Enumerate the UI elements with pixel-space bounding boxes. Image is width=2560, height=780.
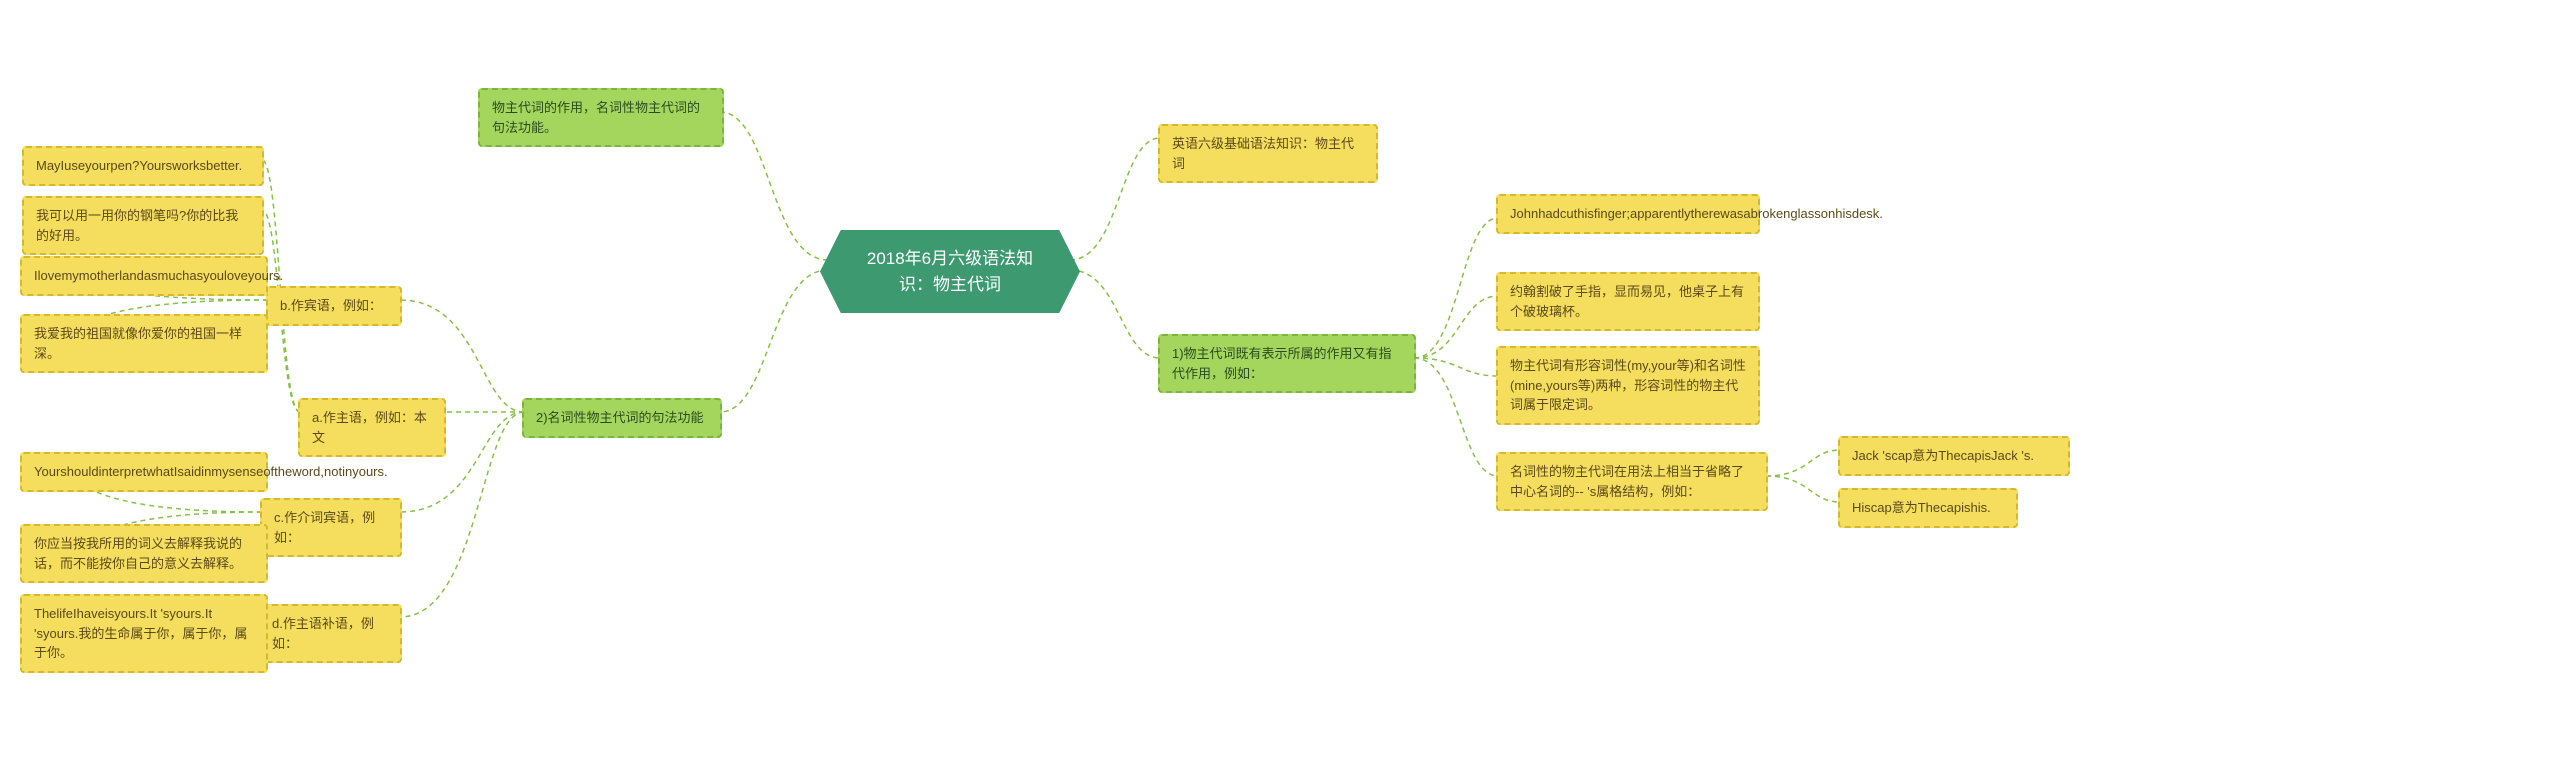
root-label: 2018年6月六级语法知识：物主代词 xyxy=(852,246,1048,297)
list-item: 我可以用一用你的钢笔吗?你的比我的好用。 xyxy=(36,206,250,245)
left-a-label: a.作主语，例如：本文 xyxy=(298,398,446,457)
list-item: MayIuseyourpen?Yoursworksbetter. xyxy=(36,156,242,176)
left-top-node: 物主代词的作用，名词性物主代词的句法功能。 xyxy=(478,88,724,147)
left-b-text: b.作宾语，例如： xyxy=(280,296,382,316)
left-main-label: 2)名词性物主代词的句法功能 xyxy=(536,408,704,428)
right-sub-item-1: Hiscap意为Thecapishis. xyxy=(1838,488,2018,528)
left-b-item-0: Ilovemymotherlandasmuchasyouloveyours. xyxy=(20,256,268,296)
right-item-1: 约翰割破了手指，显而易见，他桌子上有个破玻璃杯。 xyxy=(1496,272,1760,331)
root-node: 2018年6月六级语法知识：物主代词 xyxy=(820,230,1080,313)
list-item: YourshouldinterpretwhatIsaidinmysenseoft… xyxy=(34,462,388,482)
left-c-label: c.作介词宾语，例如： xyxy=(260,498,402,557)
right-top-node: 英语六级基础语法知识：物主代词 xyxy=(1158,124,1378,183)
left-c-item-0: YourshouldinterpretwhatIsaidinmysenseoft… xyxy=(20,452,268,492)
right-sub-text: 名词性的物主代词在用法上相当于省略了中心名词的-- 's属格结构，例如： xyxy=(1510,462,1754,501)
list-item: Johnhadcuthisfinger;apparentlytherewasab… xyxy=(1510,204,1883,224)
list-item: 物主代词有形容词性(my,your等)和名词性(mine,yours等)两种，形… xyxy=(1510,356,1746,415)
right-sub-label: 名词性的物主代词在用法上相当于省略了中心名词的-- 's属格结构，例如： xyxy=(1496,452,1768,511)
left-a-item-0: MayIuseyourpen?Yoursworksbetter. xyxy=(22,146,264,186)
list-item: Jack 'scap意为ThecapisJack 's. xyxy=(1852,446,2034,466)
right-item-0: Johnhadcuthisfinger;apparentlytherewasab… xyxy=(1496,194,1760,234)
list-item: Hiscap意为Thecapishis. xyxy=(1852,498,1991,518)
left-top-label: 物主代词的作用，名词性物主代词的句法功能。 xyxy=(492,98,710,137)
right-main-node: 1)物主代词既有表示所属的作用又有指代作用，例如： xyxy=(1158,334,1416,393)
left-c-text: c.作介词宾语，例如： xyxy=(274,508,388,547)
list-item: ThelifeIhaveisyours.It 'syours.It 'syour… xyxy=(34,604,254,663)
list-item: Ilovemymotherlandasmuchasyouloveyours. xyxy=(34,266,283,286)
left-d-item-0: ThelifeIhaveisyours.It 'syours.It 'syour… xyxy=(20,594,268,673)
left-b-label: b.作宾语，例如： xyxy=(266,286,402,326)
right-main-label: 1)物主代词既有表示所属的作用又有指代作用，例如： xyxy=(1172,344,1402,383)
left-d-label: d.作主语补语，例如： xyxy=(258,604,402,663)
list-item: 约翰割破了手指，显而易见，他桌子上有个破玻璃杯。 xyxy=(1510,282,1746,321)
left-a-item-1: 我可以用一用你的钢笔吗?你的比我的好用。 xyxy=(22,196,264,255)
left-main-node: 2)名词性物主代词的句法功能 xyxy=(522,398,722,438)
left-a-text: a.作主语，例如：本文 xyxy=(312,408,432,447)
right-item-2: 物主代词有形容词性(my,your等)和名词性(mine,yours等)两种，形… xyxy=(1496,346,1760,425)
left-c-item-1: 你应当按我所用的词义去解释我说的话，而不能按你自己的意义去解释。 xyxy=(20,524,268,583)
left-b-item-1: 我爱我的祖国就像你爱你的祖国一样深。 xyxy=(20,314,268,373)
left-d-text: d.作主语补语，例如： xyxy=(272,614,388,653)
list-item: 你应当按我所用的词义去解释我说的话，而不能按你自己的意义去解释。 xyxy=(34,534,254,573)
right-top-label: 英语六级基础语法知识：物主代词 xyxy=(1172,134,1364,173)
list-item: 我爱我的祖国就像你爱你的祖国一样深。 xyxy=(34,324,254,363)
right-sub-item-0: Jack 'scap意为ThecapisJack 's. xyxy=(1838,436,2070,476)
